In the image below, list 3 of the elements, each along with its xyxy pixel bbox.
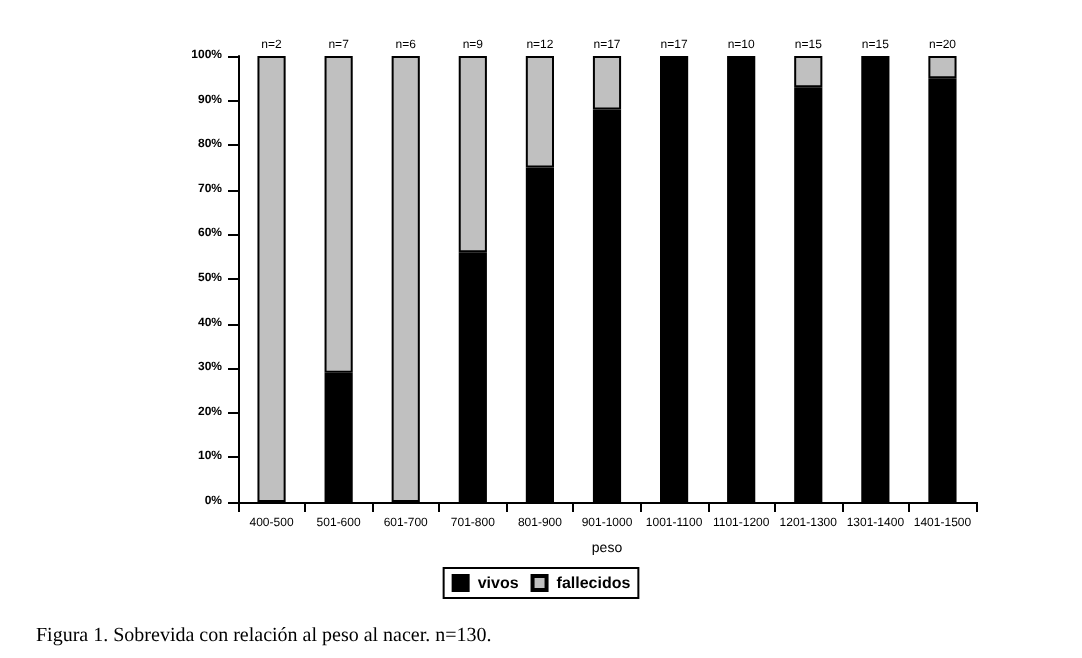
text: Figura 1. Sobrevida con relación al peso al nacer. n=130.: [36, 625, 492, 647]
legend-label: vivos: [477, 574, 520, 592]
legend-label: fallecidos: [556, 574, 632, 592]
